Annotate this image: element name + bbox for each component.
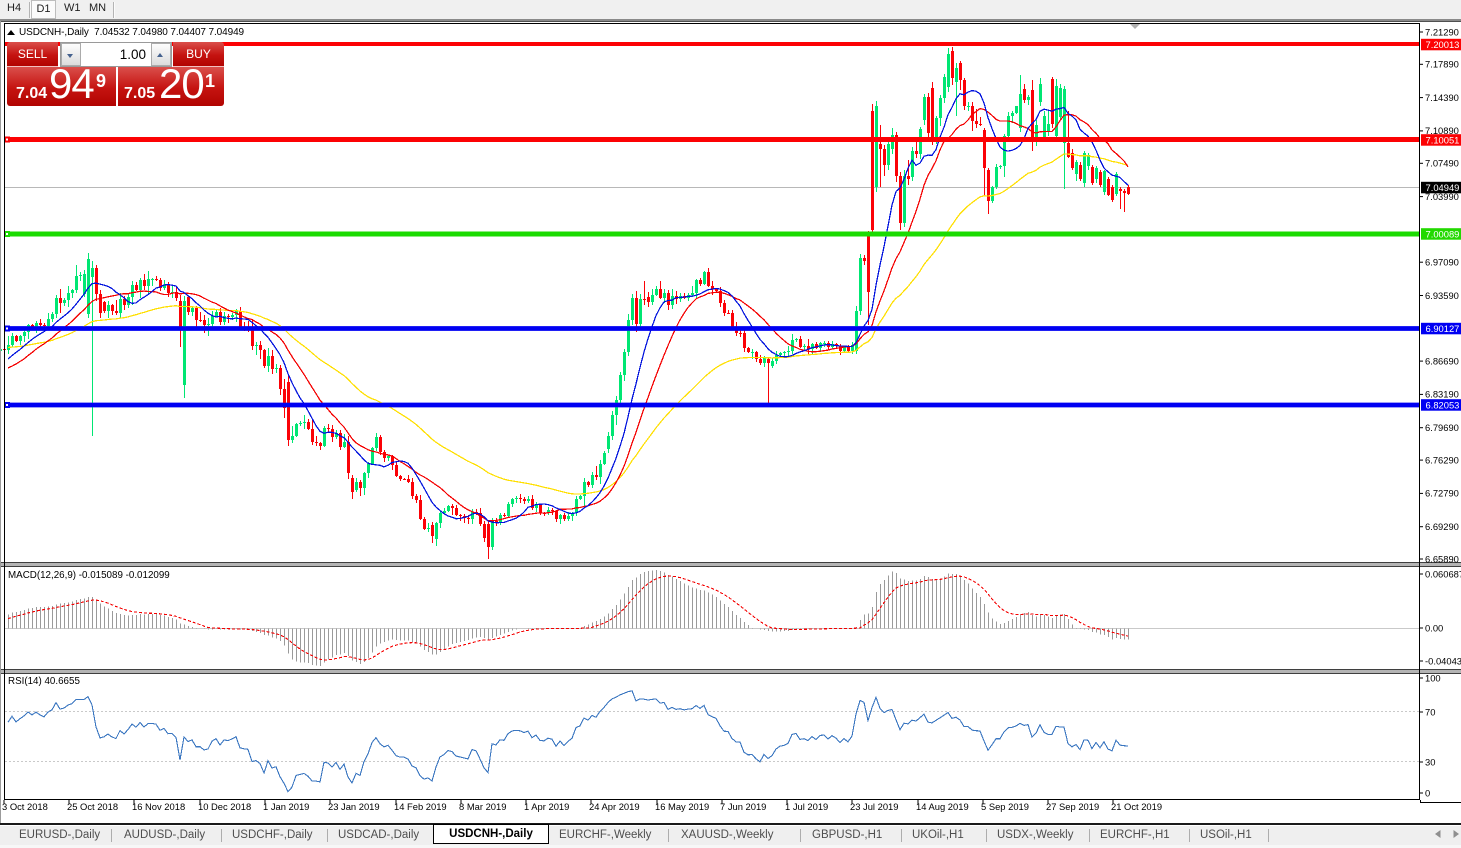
svg-text:1 Apr 2019: 1 Apr 2019 — [524, 801, 569, 812]
svg-text:7.20013: 7.20013 — [1426, 39, 1460, 50]
svg-text:6.97090: 6.97090 — [1425, 257, 1459, 268]
svg-text:6.82053: 6.82053 — [1426, 399, 1460, 410]
svg-text:25 Oct 2018: 25 Oct 2018 — [67, 801, 118, 812]
svg-text:7 Jun 2019: 7 Jun 2019 — [720, 801, 766, 812]
svg-text:MACD(12,26,9) -0.015089 -0.012: MACD(12,26,9) -0.015089 -0.012099 — [8, 570, 170, 581]
svg-text:6.72790: 6.72790 — [1425, 488, 1459, 499]
svg-text:6.90127: 6.90127 — [1426, 323, 1460, 334]
svg-text:27 Sep 2019: 27 Sep 2019 — [1046, 801, 1099, 812]
svg-text:0.060687: 0.060687 — [1425, 568, 1461, 579]
svg-text:6.93590: 6.93590 — [1425, 290, 1459, 301]
svg-text:6.76290: 6.76290 — [1425, 454, 1459, 465]
svg-text:7.04949: 7.04949 — [1426, 182, 1460, 193]
svg-text:6.79690: 6.79690 — [1425, 422, 1459, 433]
svg-text:6.65890: 6.65890 — [1425, 553, 1459, 564]
svg-text:7.10051: 7.10051 — [1426, 134, 1460, 145]
svg-text:7.07490: 7.07490 — [1425, 158, 1459, 169]
svg-text:RSI(14) 40.6655: RSI(14) 40.6655 — [8, 676, 80, 687]
svg-text:23 Jan 2019: 23 Jan 2019 — [328, 801, 380, 812]
svg-text:30: 30 — [1425, 756, 1435, 767]
svg-text:14 Aug 2019: 14 Aug 2019 — [916, 801, 969, 812]
svg-text:7.03990: 7.03990 — [1425, 191, 1459, 202]
svg-text:7.14390: 7.14390 — [1425, 92, 1459, 103]
svg-text:-0.040432: -0.040432 — [1425, 655, 1461, 666]
svg-text:7.10890: 7.10890 — [1425, 125, 1459, 136]
svg-text:16 Nov 2018: 16 Nov 2018 — [132, 801, 185, 812]
svg-text:6.83190: 6.83190 — [1425, 389, 1459, 400]
svg-text:7.17890: 7.17890 — [1425, 59, 1459, 70]
svg-text:21 Oct 2019: 21 Oct 2019 — [1111, 801, 1162, 812]
svg-text:6.69290: 6.69290 — [1425, 521, 1459, 532]
svg-text:0: 0 — [1425, 787, 1430, 798]
svg-text:3 Oct 2018: 3 Oct 2018 — [2, 801, 48, 812]
svg-text:100: 100 — [1425, 672, 1441, 683]
svg-text:7.00089: 7.00089 — [1426, 228, 1460, 239]
svg-text:1 Jan 2019: 1 Jan 2019 — [263, 801, 309, 812]
svg-text:8 Mar 2019: 8 Mar 2019 — [459, 801, 506, 812]
svg-text:16 May 2019: 16 May 2019 — [655, 801, 709, 812]
svg-text:0.00: 0.00 — [1425, 622, 1443, 633]
svg-text:23 Jul 2019: 23 Jul 2019 — [850, 801, 898, 812]
svg-text:24 Apr 2019: 24 Apr 2019 — [589, 801, 640, 812]
svg-text:6.86690: 6.86690 — [1425, 355, 1459, 366]
svg-text:5 Sep 2019: 5 Sep 2019 — [981, 801, 1029, 812]
svg-text:14 Feb 2019: 14 Feb 2019 — [394, 801, 447, 812]
svg-text:10 Dec 2018: 10 Dec 2018 — [198, 801, 251, 812]
svg-text:7.21290: 7.21290 — [1425, 26, 1459, 37]
svg-text:70: 70 — [1425, 706, 1435, 717]
svg-text:1 Jul 2019: 1 Jul 2019 — [785, 801, 828, 812]
